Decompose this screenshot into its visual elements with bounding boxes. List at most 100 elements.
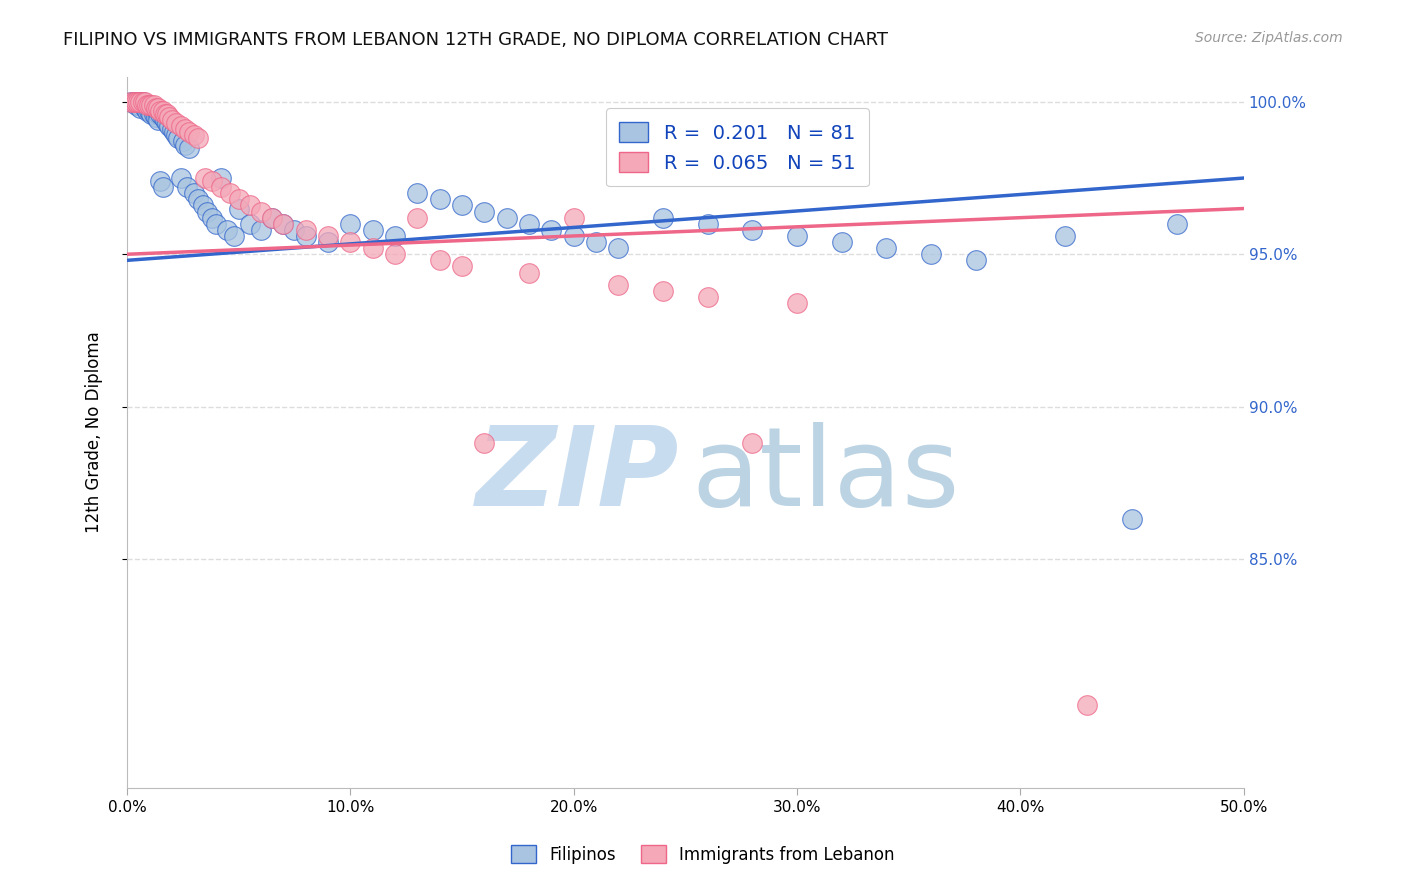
Point bbox=[160, 122, 183, 136]
Point bbox=[183, 186, 205, 201]
Point bbox=[1121, 512, 1143, 526]
Point bbox=[271, 217, 294, 231]
Point bbox=[138, 98, 160, 112]
Point bbox=[585, 235, 607, 249]
Point bbox=[145, 103, 167, 118]
Point bbox=[339, 217, 361, 231]
Point bbox=[316, 235, 339, 249]
Point bbox=[218, 186, 240, 201]
Point bbox=[540, 223, 562, 237]
Point bbox=[406, 186, 429, 201]
Point bbox=[174, 122, 197, 136]
Point bbox=[495, 211, 517, 225]
Point bbox=[157, 110, 180, 124]
Point bbox=[517, 266, 540, 280]
Point bbox=[129, 101, 152, 115]
Point bbox=[250, 223, 273, 237]
Point bbox=[217, 223, 239, 237]
Point bbox=[134, 98, 156, 112]
Point bbox=[283, 223, 305, 237]
Point bbox=[120, 95, 142, 109]
Point bbox=[786, 229, 808, 244]
Point bbox=[163, 125, 186, 139]
Point bbox=[201, 174, 224, 188]
Point bbox=[167, 131, 190, 145]
Point bbox=[169, 171, 191, 186]
Point bbox=[125, 98, 148, 112]
Point bbox=[191, 198, 214, 212]
Point bbox=[148, 101, 170, 115]
Point bbox=[262, 211, 284, 225]
Point bbox=[141, 101, 163, 115]
Point bbox=[134, 95, 156, 109]
Point bbox=[361, 241, 384, 255]
Point bbox=[384, 247, 406, 261]
Point bbox=[152, 103, 174, 118]
Point bbox=[138, 103, 160, 118]
Point bbox=[165, 116, 187, 130]
Point bbox=[451, 260, 474, 274]
Point bbox=[179, 125, 201, 139]
Text: ZIP: ZIP bbox=[477, 422, 679, 529]
Point bbox=[125, 95, 148, 109]
Point bbox=[209, 180, 232, 194]
Point bbox=[965, 253, 987, 268]
Point bbox=[136, 103, 159, 118]
Text: Source: ZipAtlas.com: Source: ZipAtlas.com bbox=[1195, 31, 1343, 45]
Point bbox=[517, 217, 540, 231]
Point bbox=[228, 193, 250, 207]
Point bbox=[201, 211, 224, 225]
Point bbox=[153, 113, 176, 128]
Point bbox=[875, 241, 897, 255]
Point bbox=[136, 98, 159, 112]
Point bbox=[607, 241, 630, 255]
Point bbox=[652, 211, 675, 225]
Point bbox=[160, 113, 183, 128]
Point bbox=[156, 116, 179, 130]
Point bbox=[125, 95, 148, 109]
Point bbox=[361, 223, 384, 237]
Point bbox=[142, 103, 165, 118]
Point bbox=[141, 107, 163, 121]
Point bbox=[652, 284, 675, 298]
Point bbox=[562, 229, 585, 244]
Point bbox=[134, 101, 156, 115]
Point bbox=[165, 128, 187, 143]
Point bbox=[194, 171, 217, 186]
Point bbox=[157, 119, 180, 133]
Point bbox=[209, 171, 232, 186]
Point bbox=[169, 119, 191, 133]
Y-axis label: 12th Grade, No Diploma: 12th Grade, No Diploma bbox=[86, 332, 103, 533]
Point bbox=[127, 95, 149, 109]
Point bbox=[429, 193, 451, 207]
Point bbox=[831, 235, 853, 249]
Point bbox=[149, 107, 172, 121]
Point bbox=[131, 95, 153, 109]
Text: FILIPINO VS IMMIGRANTS FROM LEBANON 12TH GRADE, NO DIPLOMA CORRELATION CHART: FILIPINO VS IMMIGRANTS FROM LEBANON 12TH… bbox=[63, 31, 889, 49]
Point bbox=[136, 98, 159, 112]
Text: atlas: atlas bbox=[690, 422, 959, 529]
Point bbox=[148, 107, 170, 121]
Point bbox=[142, 98, 165, 112]
Point bbox=[149, 174, 172, 188]
Point bbox=[239, 198, 262, 212]
Point bbox=[156, 107, 179, 121]
Point bbox=[141, 98, 163, 112]
Point bbox=[131, 95, 153, 109]
Point bbox=[786, 296, 808, 310]
Point bbox=[179, 140, 201, 154]
Point bbox=[152, 180, 174, 194]
Point bbox=[127, 98, 149, 112]
Point bbox=[406, 211, 429, 225]
Point bbox=[122, 95, 145, 109]
Point bbox=[920, 247, 942, 261]
Point bbox=[741, 436, 763, 450]
Point bbox=[1166, 217, 1188, 231]
Point bbox=[142, 107, 165, 121]
Point bbox=[384, 229, 406, 244]
Point bbox=[129, 95, 152, 109]
Point bbox=[294, 229, 316, 244]
Point bbox=[149, 103, 172, 118]
Point bbox=[741, 223, 763, 237]
Point bbox=[205, 217, 228, 231]
